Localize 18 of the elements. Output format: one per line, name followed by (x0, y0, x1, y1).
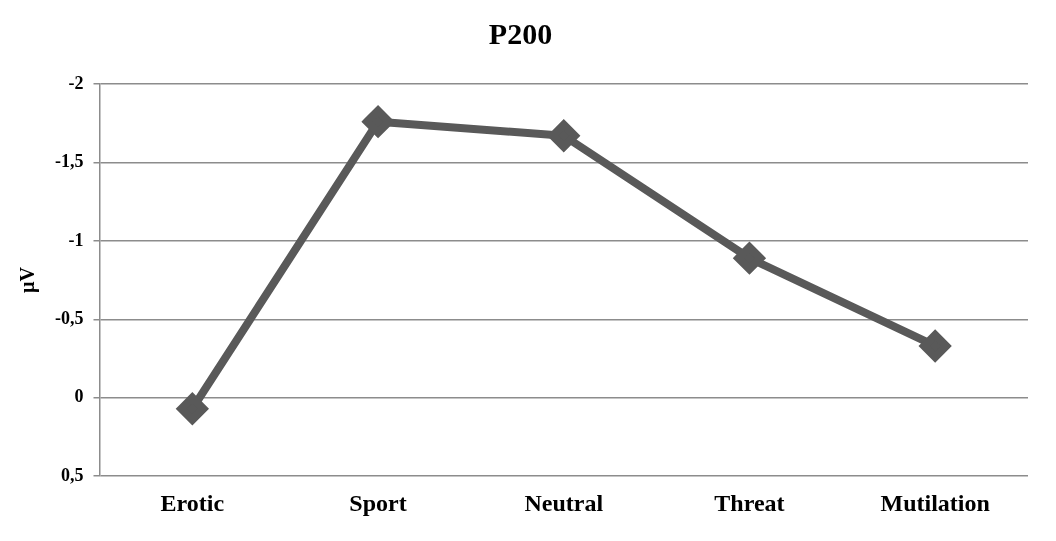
x-tick-label: Threat (714, 489, 785, 516)
x-tick-label: Erotic (160, 489, 225, 516)
chart-title: P200 (488, 16, 553, 50)
y-tick-label: -2 (68, 72, 84, 93)
y-axis-title: µV (16, 266, 40, 294)
y-tick-label: 0,5 (60, 464, 84, 485)
point (548, 120, 579, 151)
point (363, 106, 394, 137)
point (920, 330, 951, 361)
y-tick-label: -0,5 (54, 307, 84, 328)
y-tick-label: -1 (68, 229, 84, 250)
y-tick-label: -1,5 (54, 151, 84, 172)
x-tick-label: Sport (349, 489, 407, 516)
point (734, 243, 765, 274)
x-tick-label: Mutilation (880, 489, 990, 516)
y-tick-label: 0 (74, 386, 84, 407)
x-tick-label: Neutral (524, 489, 604, 516)
point (177, 393, 208, 424)
